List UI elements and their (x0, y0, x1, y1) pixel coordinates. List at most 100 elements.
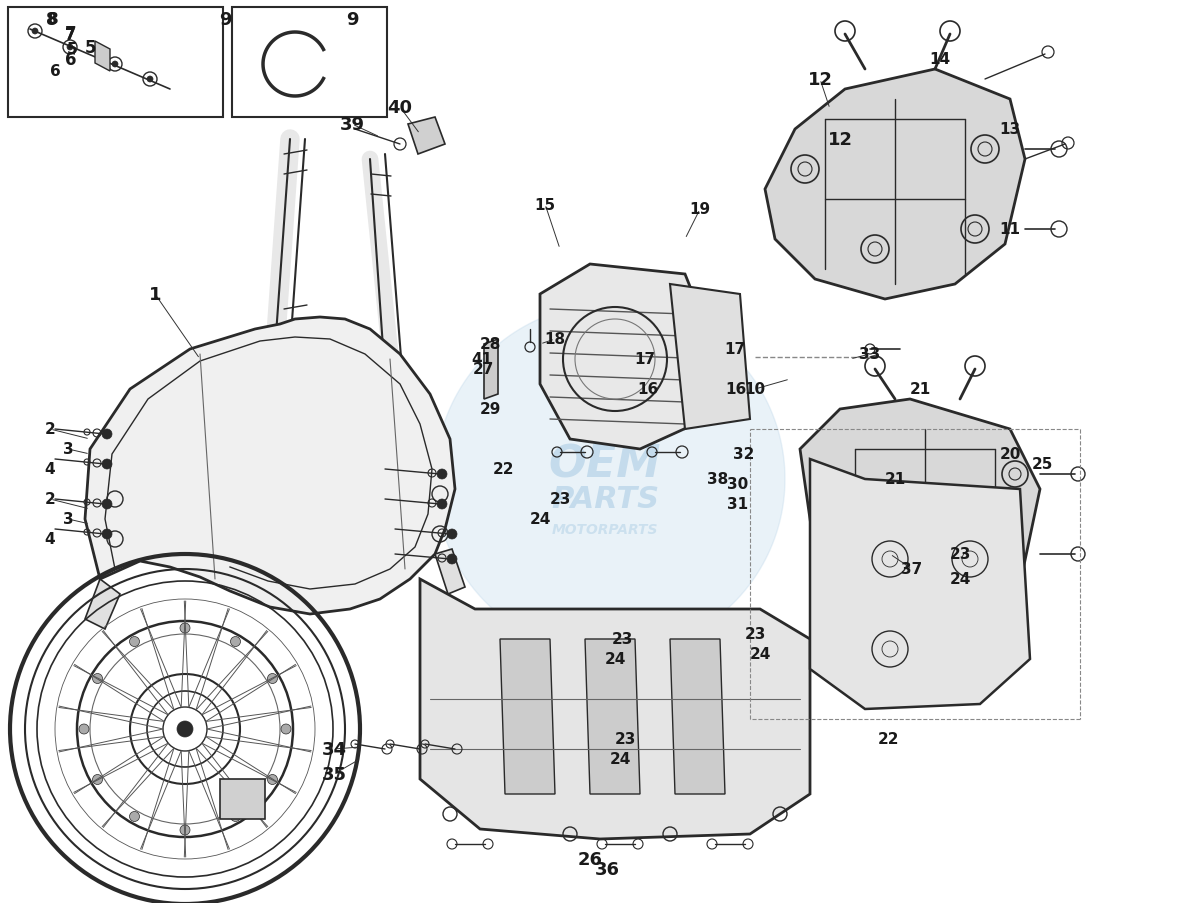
Text: MOTORPARTS: MOTORPARTS (552, 523, 658, 536)
Text: 2: 2 (44, 422, 55, 437)
Polygon shape (85, 318, 455, 614)
Polygon shape (484, 340, 498, 399)
Circle shape (129, 812, 139, 822)
Circle shape (67, 45, 73, 51)
Text: 31: 31 (727, 497, 749, 512)
Circle shape (177, 721, 193, 737)
Text: 26: 26 (577, 850, 603, 868)
Text: 22: 22 (877, 731, 898, 747)
Text: 24: 24 (949, 572, 970, 587)
Polygon shape (540, 265, 704, 450)
Circle shape (282, 724, 291, 734)
Text: 24: 24 (604, 652, 625, 666)
Text: 13: 13 (999, 123, 1021, 137)
Text: 2: 2 (44, 492, 55, 507)
Text: 9: 9 (346, 11, 358, 29)
Text: 8: 8 (47, 11, 58, 29)
Circle shape (267, 775, 278, 785)
Text: 25: 25 (1031, 457, 1053, 472)
Text: 3: 3 (62, 442, 73, 457)
Text: 7: 7 (65, 25, 77, 43)
Text: 19: 19 (689, 202, 710, 218)
Polygon shape (435, 304, 785, 655)
Text: 39: 39 (339, 116, 364, 134)
Text: OEM: OEM (549, 443, 661, 486)
Polygon shape (670, 639, 725, 794)
Text: 6: 6 (65, 51, 77, 69)
Circle shape (129, 637, 139, 647)
Circle shape (102, 430, 111, 440)
Text: 14: 14 (930, 52, 950, 68)
Circle shape (92, 775, 103, 785)
Text: 37: 37 (901, 562, 922, 577)
Circle shape (437, 470, 447, 479)
Text: PARTS: PARTS (551, 485, 659, 514)
Text: 12: 12 (828, 131, 853, 149)
Polygon shape (85, 580, 120, 629)
Text: 40: 40 (387, 99, 412, 116)
Text: 4: 4 (44, 532, 55, 547)
Polygon shape (435, 549, 465, 594)
Text: 22: 22 (492, 462, 514, 477)
Text: 15: 15 (534, 197, 556, 212)
Circle shape (111, 62, 117, 68)
Text: 32: 32 (733, 447, 755, 462)
Text: 17: 17 (725, 342, 745, 357)
Text: 5: 5 (67, 42, 78, 58)
Circle shape (92, 674, 103, 684)
Circle shape (230, 812, 241, 822)
Circle shape (447, 529, 456, 539)
Text: 28: 28 (479, 337, 501, 352)
Text: 21: 21 (909, 382, 931, 397)
Text: 24: 24 (530, 512, 551, 527)
Circle shape (102, 529, 111, 539)
Text: 27: 27 (472, 362, 494, 377)
Text: 12: 12 (807, 71, 833, 88)
Text: 41: 41 (472, 352, 492, 368)
Text: 7: 7 (65, 27, 75, 42)
Polygon shape (8, 8, 223, 118)
Text: 29: 29 (479, 402, 501, 417)
Text: 9: 9 (219, 11, 231, 29)
Text: 1: 1 (149, 285, 162, 303)
Text: 8: 8 (47, 13, 58, 27)
Polygon shape (585, 639, 640, 794)
Text: 3: 3 (62, 512, 73, 527)
Text: 21: 21 (884, 472, 906, 487)
Text: 35: 35 (321, 765, 346, 783)
Text: 24: 24 (610, 751, 630, 767)
Text: 6: 6 (49, 64, 60, 79)
Circle shape (147, 77, 153, 83)
Text: 36: 36 (594, 860, 619, 878)
Polygon shape (800, 399, 1040, 629)
Text: 23: 23 (550, 492, 570, 507)
Text: 17: 17 (635, 352, 655, 368)
Circle shape (437, 499, 447, 509)
Text: 23: 23 (615, 731, 636, 747)
Text: 10: 10 (744, 382, 766, 397)
Circle shape (32, 29, 38, 35)
Polygon shape (232, 8, 387, 118)
Text: 16: 16 (725, 382, 746, 397)
Text: 23: 23 (744, 627, 766, 642)
Polygon shape (810, 460, 1030, 709)
Text: 23: 23 (611, 632, 633, 647)
Text: 24: 24 (749, 647, 770, 662)
Polygon shape (670, 284, 750, 430)
Text: 11: 11 (999, 222, 1021, 237)
Polygon shape (420, 580, 810, 839)
Text: 16: 16 (637, 382, 659, 397)
Circle shape (230, 637, 241, 647)
Text: 30: 30 (727, 477, 749, 492)
Text: 33: 33 (859, 347, 881, 362)
Circle shape (267, 674, 278, 684)
Text: 23: 23 (949, 547, 970, 562)
Polygon shape (220, 779, 265, 819)
Circle shape (102, 460, 111, 470)
Text: 20: 20 (999, 447, 1021, 462)
Polygon shape (409, 118, 444, 154)
Circle shape (180, 623, 190, 633)
Polygon shape (95, 42, 110, 72)
Polygon shape (500, 639, 555, 794)
Text: 18: 18 (544, 332, 565, 347)
